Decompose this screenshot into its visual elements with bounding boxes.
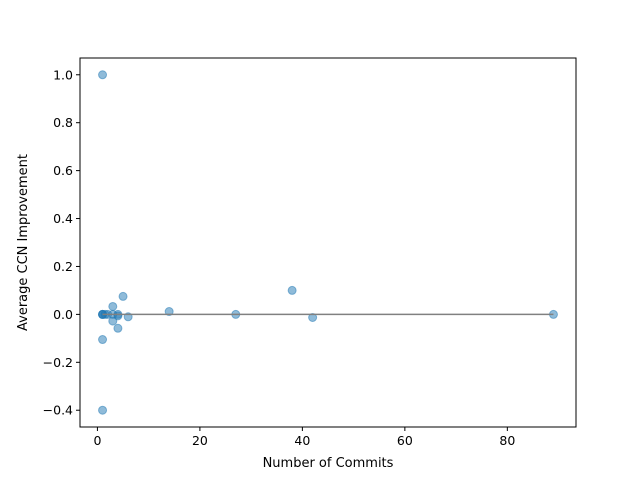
data-point: [98, 70, 108, 80]
data-point: [98, 335, 108, 345]
y-tick-label: 0.8: [53, 115, 73, 130]
data-point: [308, 312, 318, 322]
data-point: [113, 311, 123, 321]
data-point: [287, 285, 297, 295]
y-tick-label: −0.4: [43, 403, 73, 418]
data-point: [164, 307, 174, 317]
y-tick-label: −0.2: [43, 355, 73, 370]
data-point: [118, 291, 128, 301]
plot-area: [98, 70, 558, 415]
y-tick-label: 0.4: [53, 211, 73, 226]
data-point: [108, 301, 118, 311]
x-tick-label: 60: [397, 433, 413, 448]
data-point: [108, 316, 118, 326]
y-tick-label: 1.0: [53, 67, 73, 82]
x-tick-label: 0: [93, 433, 101, 448]
data-point: [98, 405, 108, 415]
ticks: 0 20 40 60 80 −0.4 −0.2 0.0 0.2 0.4 0.6 0.8 1.0: [43, 67, 516, 448]
data-point: [113, 323, 123, 333]
x-tick-label: 20: [192, 433, 208, 448]
y-tick-label: 0.6: [53, 163, 73, 178]
y-axis-label: Average CCN Improvement: [16, 154, 31, 331]
y-tick-label: 0.0: [53, 307, 73, 322]
x-axis-label: Number of Commits: [263, 456, 394, 471]
x-tick-label: 80: [499, 433, 515, 448]
axes-frame: [79, 57, 577, 428]
x-tick-label: 40: [294, 433, 310, 448]
y-tick-label: 0.2: [53, 259, 73, 274]
